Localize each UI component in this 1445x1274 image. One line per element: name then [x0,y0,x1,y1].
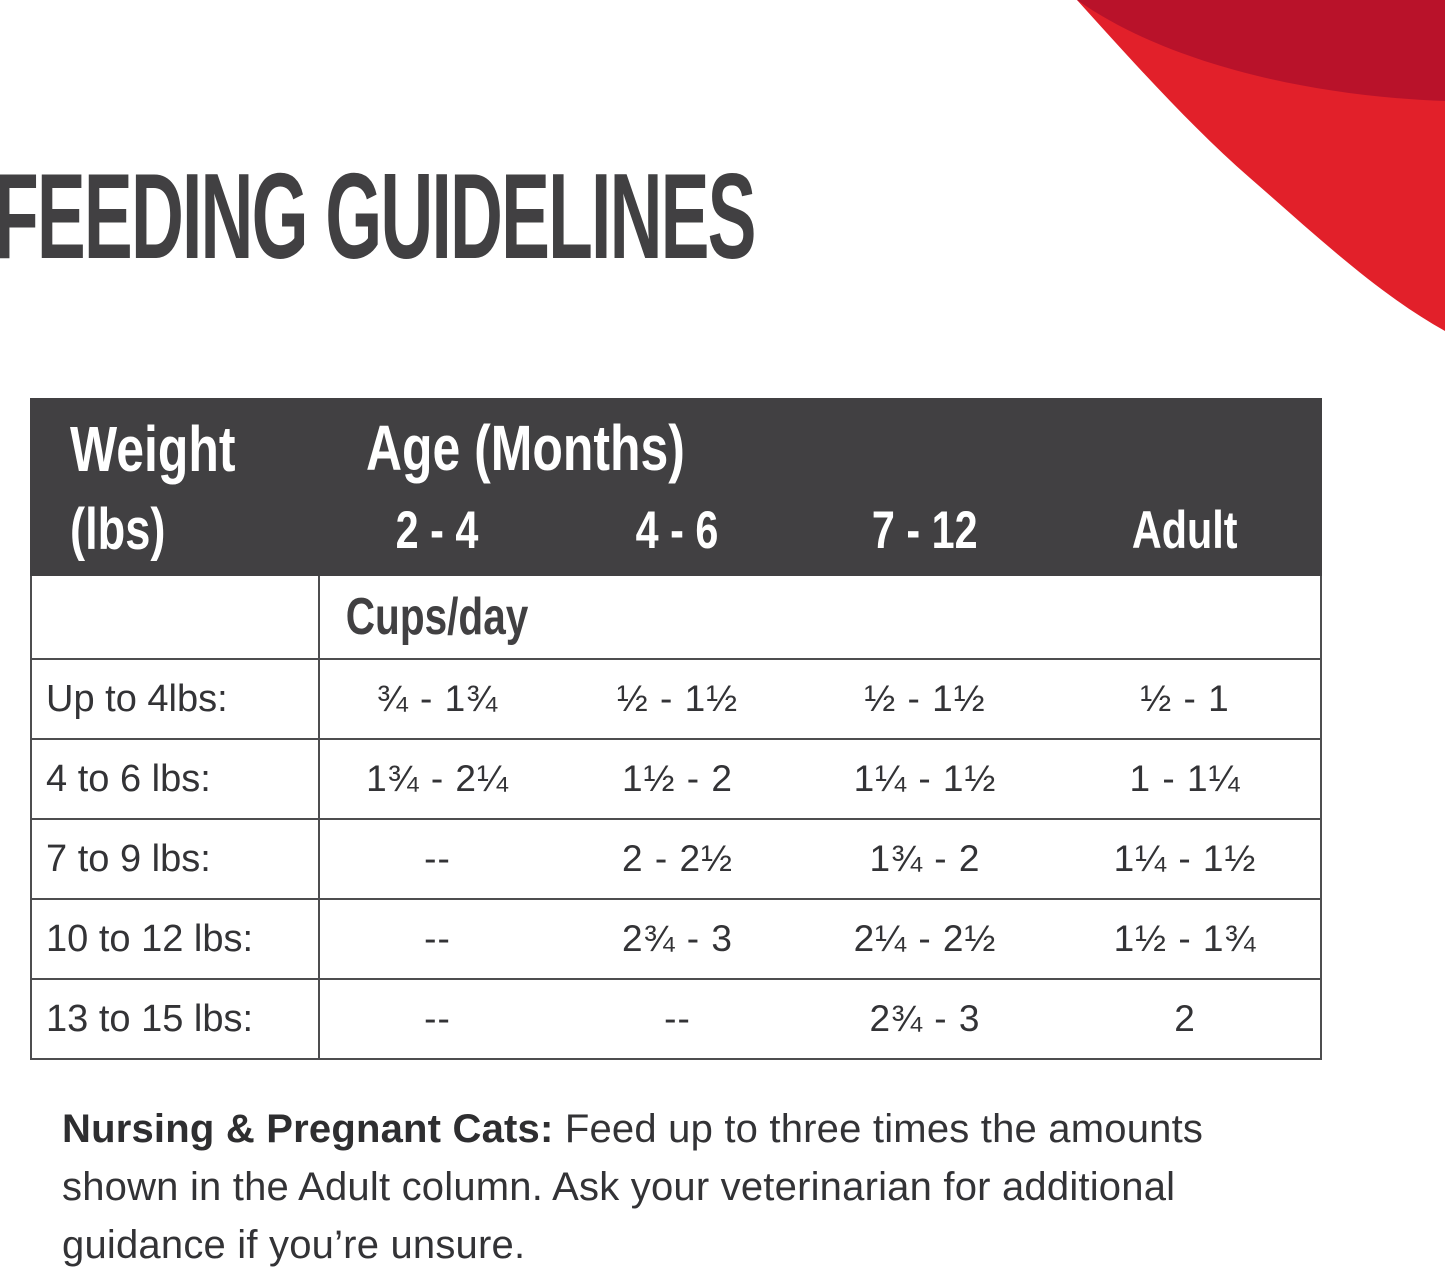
value-cell: 2¾ - 3 [869,998,981,1039]
table-row: Up to 4lbs: ¾ - 1¾ ½ - 1½ ½ - 1½ ½ - 1 [32,660,1320,740]
empty-cell [555,576,800,658]
value-cell: 2 - 2½ [622,838,733,879]
nursing-pregnant-note: Nursing & Pregnant Cats: Feed up to thre… [62,1100,1422,1274]
age-column-headers: 2 - 4 4 - 6 7 - 12 Adult [32,500,1320,561]
empty-cell [800,576,1050,658]
value-cell: ¾ - 1¾ [376,678,499,719]
empty-cell [1050,576,1320,658]
note-lead-bold: Nursing & Pregnant Cats: [62,1107,554,1151]
value-cell: 2¾ - 3 [622,918,733,959]
age-header: Age (Months) [366,412,685,484]
red-swoosh-decoration [1077,0,1445,331]
value-cell: 1½ - 2 [622,758,733,799]
value-cell: 1¼ - 1½ [853,758,997,799]
age-column-header-2-4: 2 - 4 [396,501,479,560]
value-cell: 1 - 1¼ [1129,758,1241,799]
value-cell: -- [424,998,451,1039]
page-title: FEEDING GUIDELINES [0,148,756,284]
value-cell: ½ - 1 [1140,678,1230,719]
note-line-1: Nursing & Pregnant Cats: Feed up to thre… [62,1107,1204,1151]
table-row: 10 to 12 lbs: -- 2¾ - 3 2¼ - 2½ 1½ - 1¾ [32,900,1320,980]
value-cell: ½ - 1½ [616,678,739,719]
spacer-cell [32,500,320,561]
table-row: 13 to 15 lbs: -- -- 2¾ - 3 2 [32,980,1320,1058]
note-line-2: shown in the Adult column. Ask your vete… [62,1165,1176,1209]
table-row: 7 to 9 lbs: -- 2 - 2½ 1¾ - 2 1¼ - 1½ [32,820,1320,900]
value-cell: 1¾ - 2 [869,838,981,879]
age-column-header-7-12: 7 - 12 [872,501,978,560]
weight-cell: 4 to 6 lbs: [32,740,320,818]
value-cell: 1¾ - 2¼ [366,758,509,799]
value-cell: -- [424,918,451,959]
units-label: Cups/day [346,588,529,646]
note-line-3: guidance if you’re unsure. [62,1223,526,1267]
value-cell: ½ - 1½ [864,678,986,719]
table-row: 4 to 6 lbs: 1¾ - 2¼ 1½ - 2 1¼ - 1½ 1 - 1… [32,740,1320,820]
weight-header: Weight [70,413,236,485]
weight-cell: 13 to 15 lbs: [32,980,320,1058]
units-cell: Cups/day [320,576,555,658]
empty-weight-cell [32,576,320,658]
weight-cell: 7 to 9 lbs: [32,820,320,898]
weight-unit-header: (lbs) [70,497,166,562]
age-column-header-4-6: 4 - 6 [636,501,719,560]
table-header: Weight (lbs) Age (Months) 2 - 4 4 - 6 7 … [30,398,1322,576]
weight-cell: 10 to 12 lbs: [32,900,320,978]
value-cell: 1½ - 1¾ [1113,918,1257,959]
weight-cell: Up to 4lbs: [32,660,320,738]
feeding-guidelines-table: Weight (lbs) Age (Months) 2 - 4 4 - 6 7 … [30,398,1322,1060]
units-row: Cups/day [32,576,1320,660]
value-cell: 1¼ - 1½ [1113,838,1257,879]
value-cell: -- [424,838,451,879]
value-cell: 2¼ - 2½ [853,918,997,959]
value-cell: -- [664,998,691,1039]
value-cell: 2 [1174,998,1196,1039]
age-column-header-adult: Adult [1132,501,1238,560]
